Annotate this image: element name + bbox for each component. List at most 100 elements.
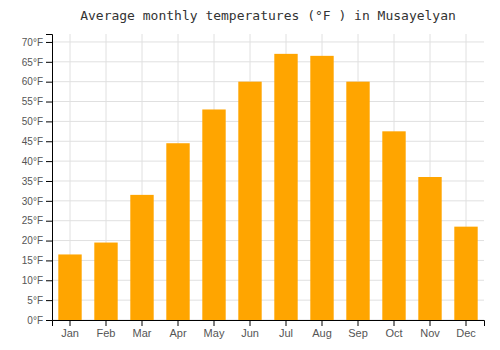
y-tick-label: 40°F — [22, 156, 43, 167]
bar — [130, 195, 153, 320]
y-tick: 45°F — [22, 136, 52, 147]
tick-mark — [286, 320, 287, 326]
x-tick-label: Dec — [456, 327, 476, 339]
axis-line — [46, 35, 53, 321]
tick-mark — [430, 320, 431, 326]
tick-mark — [70, 320, 71, 326]
plot: Jan Feb Mar Apr May Jun Jul Aug Sep Oct Nov Dec 0°F 5… — [22, 34, 485, 339]
y-tick-label: 70°F — [22, 37, 43, 48]
x-tick-label: Jun — [241, 327, 259, 339]
bar — [310, 56, 333, 320]
y-tick: 5°F — [27, 295, 52, 306]
y-tick-label: 50°F — [22, 116, 43, 127]
x-tick: Apr — [169, 320, 186, 339]
x-tick-label: Nov — [420, 327, 440, 339]
x-tick: Jan — [61, 320, 79, 339]
tick-mark — [46, 221, 52, 222]
tick-mark — [46, 102, 52, 103]
y-tick-label: 65°F — [22, 57, 43, 68]
tick-mark — [46, 260, 52, 261]
x-tick: Sep — [348, 320, 368, 339]
grid-line — [52, 101, 484, 102]
grid-line — [52, 81, 484, 82]
y-tick-label: 35°F — [22, 176, 43, 187]
y-tick: 30°F — [22, 196, 52, 207]
y-axis: 0°F 5°F 10°F 15°F 20°F 25°F 30°F 35°F 40°F 45°F 50… — [22, 35, 53, 326]
tick-mark — [46, 82, 52, 83]
bar — [382, 131, 405, 320]
y-tick-label: 10°F — [22, 275, 43, 286]
y-tick: 15°F — [22, 255, 52, 266]
tick-mark — [142, 320, 143, 326]
x-tick-label: May — [204, 327, 225, 339]
bar — [58, 254, 81, 320]
x-axis: Jan Feb Mar Apr May Jun Jul Aug Sep Oct Nov Dec — [53, 320, 485, 339]
bar — [454, 227, 477, 320]
y-tick: 0°F — [27, 315, 52, 326]
y-tick-label: 60°F — [22, 76, 43, 87]
y-tick-label: 30°F — [22, 196, 43, 207]
y-tick: 20°F — [22, 235, 52, 246]
grid-line — [52, 121, 484, 122]
tick-mark — [178, 320, 179, 326]
x-tick: Jun — [241, 320, 259, 339]
x-tick: Dec — [456, 320, 476, 339]
grid-line — [52, 41, 484, 42]
y-tick-label: 20°F — [22, 235, 43, 246]
x-tick: May — [204, 320, 225, 339]
tick-mark — [106, 320, 107, 326]
chart: Jan Feb Mar Apr May Jun Jul Aug Sep Oct Nov Dec 0°F 5… — [0, 0, 500, 350]
x-tick: Feb — [97, 320, 116, 339]
y-tick-label: 55°F — [22, 96, 43, 107]
axis-line — [53, 321, 485, 327]
x-tick-label: Feb — [97, 327, 116, 339]
x-tick: Aug — [312, 320, 332, 339]
tick-mark — [46, 141, 52, 142]
tick-mark — [214, 320, 215, 326]
x-tick-label: Aug — [312, 327, 332, 339]
y-tick: 35°F — [22, 176, 52, 187]
bar — [346, 82, 369, 320]
x-tick-label: Jul — [279, 327, 293, 339]
tick-mark — [46, 161, 52, 162]
bar — [418, 177, 441, 320]
y-tick: 25°F — [22, 215, 52, 226]
tick-mark — [46, 121, 52, 122]
tick-mark — [46, 181, 52, 182]
y-tick: 70°F — [22, 37, 52, 48]
grid-line — [52, 61, 484, 62]
x-tick: Oct — [385, 320, 402, 339]
bar — [238, 82, 261, 320]
grid — [52, 34, 484, 320]
x-tick-label: Sep — [348, 327, 368, 339]
y-tick: 65°F — [22, 57, 52, 68]
tick-mark — [46, 241, 52, 242]
y-tick: 10°F — [22, 275, 52, 286]
tick-mark — [358, 320, 359, 326]
tick-mark — [466, 320, 467, 326]
bar — [202, 109, 225, 320]
grid-line — [52, 161, 484, 162]
y-tick-label: 0°F — [27, 315, 43, 326]
title: Average monthly temperatures (°F ) in Mu… — [80, 8, 456, 23]
tick-mark — [46, 201, 52, 202]
tick-mark — [46, 320, 52, 321]
bar — [166, 143, 189, 320]
y-tick-label: 15°F — [22, 255, 43, 266]
bar — [94, 243, 117, 320]
y-tick-label: 25°F — [22, 215, 43, 226]
bar — [274, 54, 297, 320]
tick-mark — [46, 280, 52, 281]
x-tick-label: Mar — [133, 327, 152, 339]
tick-mark — [394, 320, 395, 326]
x-tick-label: Jan — [61, 327, 79, 339]
y-tick-label: 5°F — [27, 295, 43, 306]
bars — [58, 54, 477, 320]
x-tick: Nov — [420, 320, 440, 339]
y-tick: 50°F — [22, 116, 52, 127]
tick-mark — [322, 320, 323, 326]
x-tick: Jul — [279, 320, 293, 339]
x-tick: Mar — [133, 320, 152, 339]
grid-line — [52, 141, 484, 142]
x-tick-label: Oct — [385, 327, 402, 339]
